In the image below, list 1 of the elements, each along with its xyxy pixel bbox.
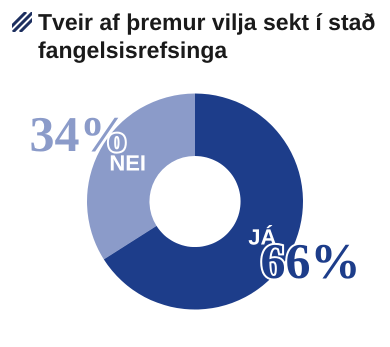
chart-title: Tveir af þremur vilja sekt í stað fangelsisrefsinga [38,8,376,64]
